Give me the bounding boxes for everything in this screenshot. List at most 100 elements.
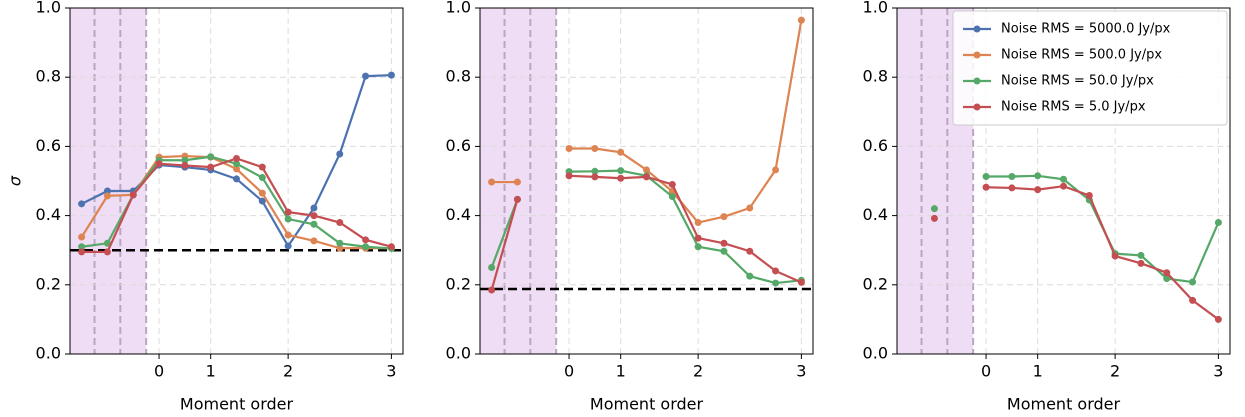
- x-tick-label: 1: [1033, 362, 1043, 381]
- data-point: [513, 178, 521, 186]
- data-point: [746, 272, 754, 280]
- data-point: [103, 192, 111, 200]
- data-point: [488, 264, 496, 271]
- data-point: [694, 243, 702, 251]
- x-axis-label: Moment order: [1007, 395, 1121, 414]
- data-point: [284, 215, 292, 223]
- y-tick-label: 0.2: [446, 274, 471, 293]
- data-point: [387, 71, 395, 79]
- y-tick-label: 0.6: [36, 136, 61, 155]
- data-point: [103, 187, 111, 195]
- data-point: [103, 248, 111, 256]
- y-tick-label: 0.8: [863, 67, 888, 86]
- data-point: [336, 219, 344, 227]
- data-point: [1060, 182, 1067, 190]
- data-point: [387, 243, 395, 251]
- data-point: [258, 163, 266, 171]
- y-tick-label: 0.4: [446, 205, 471, 224]
- legend-marker: [973, 77, 981, 85]
- series-line: [986, 174, 1220, 284]
- data-point: [1163, 269, 1171, 277]
- series-line: [569, 169, 802, 285]
- data-point: [617, 174, 625, 182]
- y-tick-label: 0.2: [36, 274, 61, 293]
- data-point: [310, 237, 318, 245]
- data-point: [207, 163, 215, 171]
- data-point: [1034, 172, 1042, 180]
- y-tick-label: 0.8: [36, 67, 61, 86]
- data-point: [233, 160, 240, 168]
- data-point: [284, 208, 292, 216]
- legend-marker: [973, 51, 981, 59]
- data-point: [668, 180, 676, 188]
- data-point: [207, 153, 215, 161]
- data-point: [1060, 175, 1067, 183]
- legend-marker: [973, 103, 981, 111]
- data-point: [772, 279, 780, 287]
- x-tick-label: 3: [1213, 362, 1223, 381]
- data-point: [1034, 186, 1042, 194]
- legend-label: Noise RMS = 50.0 Jy/px: [1001, 74, 1154, 89]
- data-point: [1008, 184, 1016, 192]
- legend: Noise RMS = 5000.0 Jy/px Noise RMS = 500.…: [952, 10, 1228, 126]
- data-point: [488, 286, 496, 294]
- data-point: [643, 166, 650, 174]
- data-point: [565, 144, 573, 152]
- data-point: [797, 278, 805, 286]
- data-point: [336, 150, 344, 158]
- data-point: [181, 156, 189, 164]
- y-tick-label: 0.8: [446, 67, 471, 86]
- data-point: [746, 204, 754, 212]
- data-point: [362, 72, 370, 80]
- data-point: [591, 167, 599, 175]
- data-point: [694, 219, 702, 227]
- data-point: [336, 239, 344, 247]
- x-tick-label: 2: [693, 362, 703, 381]
- panel: 0.0 0.2 0.4 0.6 0.8 1.0 0 1 2 3 Moment order σ: [6, 0, 404, 414]
- axes-frame: [896, 7, 1231, 355]
- data-point: [336, 244, 344, 252]
- x-tick-label: 0: [981, 362, 991, 381]
- shaded-region: [70, 8, 147, 354]
- data-point: [258, 174, 266, 182]
- x-axis-label: Moment order: [180, 395, 294, 414]
- data-point: [720, 239, 728, 247]
- data-point: [233, 165, 240, 173]
- legend-label: Noise RMS = 5.0 Jy/px: [1001, 100, 1146, 115]
- legend-box: [952, 10, 1228, 126]
- data-point: [643, 173, 650, 181]
- data-point: [746, 247, 754, 255]
- data-point: [78, 233, 86, 241]
- y-tick-label: 0.4: [863, 205, 888, 224]
- x-axis-label: Moment order: [590, 395, 704, 414]
- data-point: [1137, 251, 1145, 259]
- x-tick-label: 1: [616, 362, 626, 381]
- data-point: [591, 144, 599, 152]
- y-tick-label: 0.6: [863, 136, 888, 155]
- data-point: [982, 183, 990, 191]
- data-point: [797, 16, 805, 24]
- data-point: [1111, 252, 1119, 260]
- data-point: [78, 200, 86, 208]
- x-tick-label: 1: [206, 362, 216, 381]
- data-point: [1189, 296, 1197, 304]
- series-line: [490, 199, 519, 291]
- data-point: [284, 242, 292, 250]
- data-point: [78, 248, 86, 256]
- data-point: [310, 220, 318, 228]
- data-point: [310, 212, 318, 220]
- data-point: [720, 213, 728, 221]
- data-point: [930, 214, 938, 222]
- y-tick-label: 0.4: [36, 205, 61, 224]
- data-point: [617, 148, 625, 156]
- data-point: [565, 172, 573, 180]
- x-tick-label: 3: [386, 362, 396, 381]
- data-point: [513, 195, 521, 203]
- data-point: [772, 166, 780, 174]
- data-point: [694, 234, 702, 242]
- x-tick-label: 2: [283, 362, 293, 381]
- data-point: [129, 191, 137, 199]
- y-tick-label: 0.0: [446, 344, 471, 363]
- series-line: [569, 174, 802, 284]
